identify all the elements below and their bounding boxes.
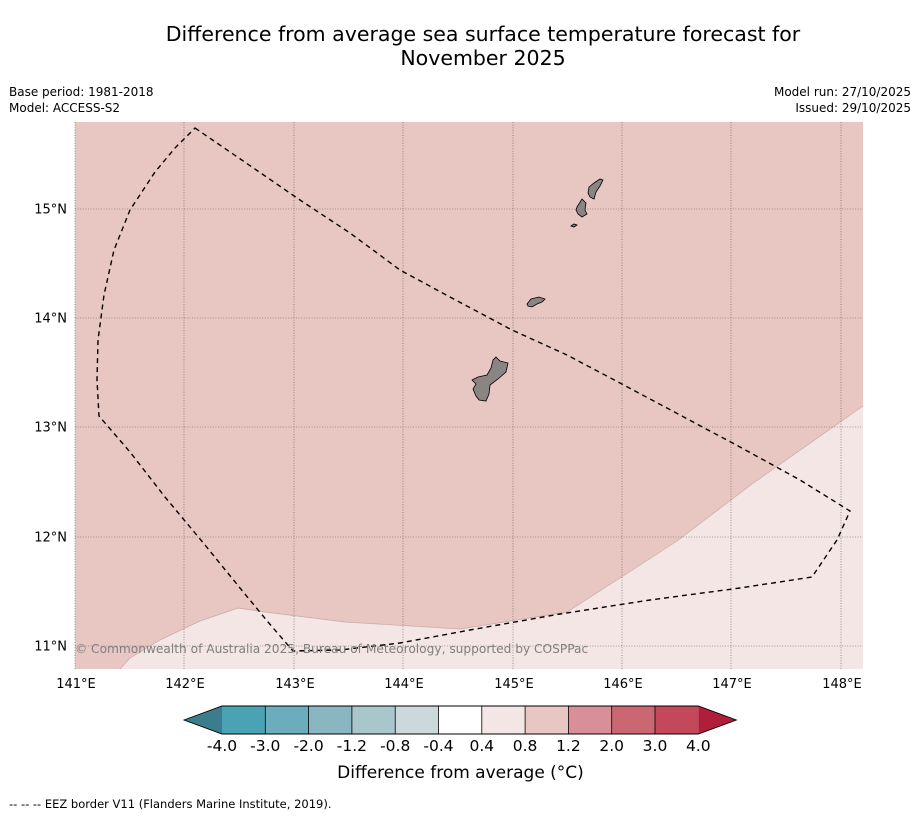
- meta-left: Base period: 1981-2018 Model: ACCESS-S2: [9, 84, 154, 116]
- colorbar-segment: [481, 706, 526, 734]
- attribution-text: © Commonwealth of Australia 2025, Bureau…: [75, 642, 588, 656]
- colorbar-tick-label: 0.8: [513, 737, 538, 755]
- lon-label: 143°E: [275, 677, 315, 692]
- colorbar-segment: [265, 706, 309, 734]
- colorbar-tick-label: -1.2: [337, 737, 367, 755]
- colorbar-title: Difference from average (°C): [337, 763, 584, 783]
- colorbar-segment: [525, 706, 569, 734]
- island-saipan: [587, 178, 604, 200]
- lon-label: 148°E: [822, 677, 862, 692]
- lat-label: 14°N: [34, 312, 67, 327]
- colorbar-segment: [222, 706, 266, 734]
- lon-label: 146°E: [603, 677, 643, 692]
- colorbar-segment: [611, 706, 655, 734]
- island-aguijan: [570, 223, 578, 228]
- island-guam: [471, 356, 509, 402]
- lat-label: 12°N: [34, 531, 67, 546]
- model-run: Model run: 27/10/2025: [773, 85, 911, 99]
- colorbar-tick-label: -0.4: [423, 737, 453, 755]
- colorbar-tick-label: 2.0: [599, 737, 624, 755]
- base-period: Base period: 1981-2018: [9, 85, 154, 99]
- issued-date: Issued: 29/10/2025: [795, 101, 911, 115]
- colorbar-segment: [568, 706, 612, 734]
- colorbar: [182, 705, 738, 735]
- gridlines: [74, 122, 863, 669]
- colorbar-tick-label: -4.0: [207, 737, 237, 755]
- meta-right: Model run: 27/10/2025 Issued: 29/10/2025: [774, 84, 911, 116]
- colorbar-segment: [655, 706, 699, 734]
- lat-label: 15°N: [34, 203, 67, 218]
- anomaly-contour: [119, 405, 864, 670]
- lon-label: 144°E: [384, 677, 424, 692]
- colorbar-tick-label: 0.4: [469, 737, 494, 755]
- colorbar-segment: [438, 706, 482, 734]
- colorbar-tick-label: 1.2: [556, 737, 581, 755]
- colorbar-segment: [308, 706, 352, 734]
- colorbar-tick-label: -0.8: [380, 737, 410, 755]
- lon-label: 141°E: [56, 677, 96, 692]
- colorbar-tick-label: 4.0: [686, 737, 711, 755]
- colorbar-ticks: -4.0 -3.0 -2.0 -1.2 -0.8 -0.4 0.4 0.8 1.2 2.0 3.0 4…: [207, 737, 711, 755]
- colorbar-segment: [351, 706, 396, 734]
- lat-label: 11°N: [34, 640, 67, 655]
- map-title: Difference from average sea surface temp…: [0, 22, 919, 70]
- lat-label: 13°N: [34, 421, 67, 436]
- colorbar-tick-label: -3.0: [250, 737, 280, 755]
- model-name: Model: ACCESS-S2: [9, 101, 121, 115]
- island-rota: [526, 296, 546, 308]
- island-tinian: [575, 198, 588, 218]
- latitude-axis: 15°N 14°N 13°N 12°N 11°N: [34, 203, 67, 655]
- lon-label: 142°E: [165, 677, 205, 692]
- colorbar-extend-low: [184, 706, 222, 734]
- map-area: © Commonwealth of Australia 2025, Bureau…: [74, 122, 864, 670]
- colorbar-tick-label: -2.0: [293, 737, 323, 755]
- colorbar-tick-label: 3.0: [643, 737, 668, 755]
- colorbar-outline: [182, 705, 738, 735]
- colorbar-segment: [395, 706, 439, 734]
- map-title-line2: November 2025: [400, 46, 566, 70]
- colorbar-extend-high: [698, 706, 737, 734]
- lon-label: 145°E: [494, 677, 534, 692]
- anomaly-region-south: [120, 406, 863, 669]
- lon-label: 147°E: [712, 677, 752, 692]
- longitude-axis: 141°E 142°E 143°E 144°E 145°E 146°E 147°…: [56, 677, 862, 692]
- map-title-line1: Difference from average sea surface temp…: [165, 22, 801, 46]
- eez-border: [96, 127, 851, 652]
- eez-footnote: -- -- -- EEZ border V11 (Flanders Marine…: [9, 797, 332, 811]
